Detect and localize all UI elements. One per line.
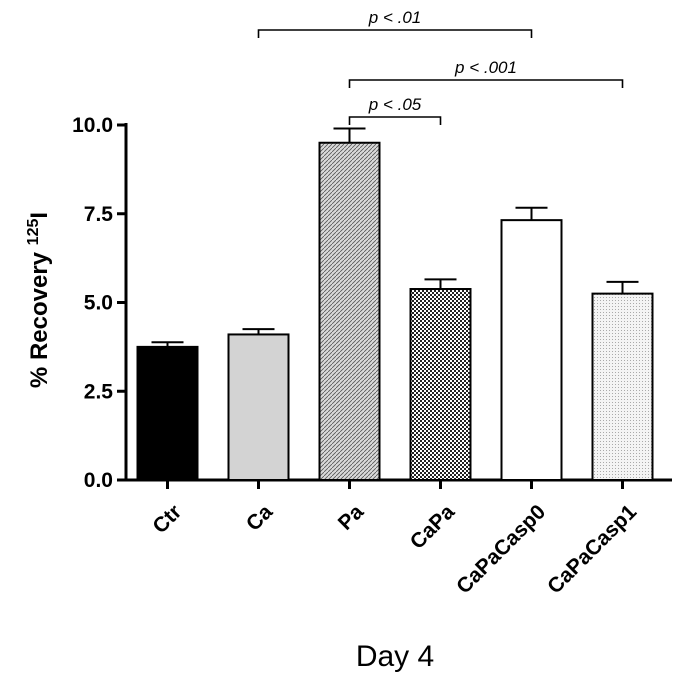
x-tick-label: Pa: [334, 500, 369, 535]
bar-ca: [227, 333, 290, 482]
y-tick-label: 10.0: [72, 114, 113, 137]
bar-capacasp0: [500, 219, 563, 481]
bar-ctr: [136, 345, 199, 481]
x-tick-label: CaPaCasp1: [543, 500, 641, 598]
significance-label: p < .05: [368, 95, 422, 114]
significance-bracket: [348, 79, 624, 88]
significance-label: p < .01: [368, 8, 421, 27]
significance-label: p < .001: [454, 58, 517, 77]
y-tick-label: 2.5: [84, 380, 114, 403]
bars: [136, 127, 654, 482]
y-tick-label: 7.5: [84, 203, 114, 226]
x-tick-label: Ca: [242, 500, 277, 535]
x-tick-label: CaPaCasp0: [452, 500, 550, 598]
y-axis-label-text: % Recovery: [26, 245, 53, 388]
bar-capacasp1: [591, 292, 654, 481]
x-tick-label: CaPa: [406, 500, 460, 554]
significance-bracket: [348, 116, 442, 125]
x-axis-label: Day 4: [356, 640, 434, 673]
significance-bracket: [257, 29, 533, 38]
bar-capa: [409, 288, 472, 482]
y-axis-label: % Recovery 125I: [25, 212, 53, 388]
y-axis-label-superscript: 125: [25, 219, 42, 246]
bar-pa: [318, 141, 381, 481]
x-tick-label: Ctr: [148, 500, 186, 538]
y-tick-label: 5.0: [84, 292, 113, 315]
significance-brackets: p < .01 p < .001 p < .05: [257, 8, 624, 125]
y-axis-label-suffix: I: [26, 212, 53, 219]
y-tick-label: 0.0: [84, 469, 113, 492]
